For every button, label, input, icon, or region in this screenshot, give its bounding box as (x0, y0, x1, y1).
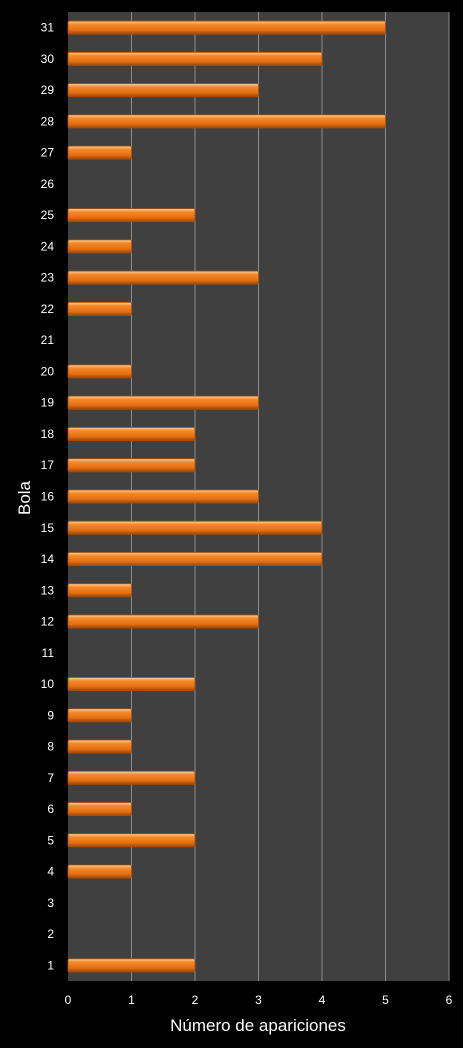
y-axis-title: Bola (15, 480, 34, 515)
y-tick-label: 25 (41, 208, 55, 222)
x-tick-label: 3 (255, 993, 262, 1007)
bar-13 (67, 583, 132, 598)
x-tick-label: 0 (65, 993, 72, 1007)
x-tick-label: 4 (319, 993, 326, 1007)
bar-31 (67, 20, 386, 35)
y-tick-label: 21 (41, 333, 55, 347)
y-tick-label: 7 (47, 771, 54, 785)
bar-20 (67, 364, 132, 379)
y-tick-label: 2 (47, 927, 54, 941)
x-tick-label: 2 (192, 993, 199, 1007)
y-tick-label: 18 (41, 427, 55, 441)
bar-29 (67, 83, 259, 98)
y-tick-label: 30 (41, 52, 55, 66)
bar-30 (67, 51, 323, 66)
y-tick-label: 16 (41, 490, 55, 504)
y-tick-label: 12 (41, 615, 55, 629)
bar-27 (67, 145, 132, 160)
y-tick-label: 23 (41, 271, 55, 285)
y-tick-label: 31 (41, 21, 55, 35)
bar-5 (67, 833, 196, 848)
bar-4 (67, 864, 132, 879)
y-tick-label: 3 (47, 896, 54, 910)
bar-23 (67, 270, 259, 285)
bar-14 (67, 552, 323, 566)
y-tick-label: 9 (47, 708, 54, 722)
bar-25 (67, 208, 196, 223)
bar-22 (67, 301, 132, 316)
y-tick-label: 13 (41, 583, 55, 597)
bar-16 (67, 489, 259, 504)
bar-28 (67, 114, 386, 129)
bar-17 (67, 458, 196, 473)
y-tick-label: 26 (41, 177, 55, 191)
y-tick-label: 19 (41, 396, 55, 410)
x-axis-title: Número de apariciones (170, 1016, 346, 1035)
y-tick-label: 10 (41, 677, 55, 691)
bar-10 (67, 677, 196, 692)
bar-19 (67, 395, 259, 410)
x-tick-label: 1 (128, 993, 135, 1007)
y-tick-label: 4 (47, 865, 54, 879)
bar-12 (67, 614, 259, 629)
y-tick-label: 8 (47, 740, 54, 754)
bars (67, 20, 386, 973)
bar-7 (67, 770, 196, 785)
y-tick-label: 6 (47, 802, 54, 816)
y-tick-label: 20 (41, 364, 55, 378)
y-tick-label: 27 (41, 146, 55, 160)
x-tick-labels: 0 1 2 3 4 5 6 (65, 993, 453, 1007)
x-tick-label: 6 (446, 993, 453, 1007)
y-tick-label: 1 (47, 958, 54, 972)
y-tick-label: 17 (41, 458, 55, 472)
y-tick-label: 28 (41, 114, 55, 128)
bar-15 (67, 520, 323, 535)
y-tick-label: 11 (42, 646, 55, 660)
bar-9 (67, 708, 132, 723)
y-tick-label: 5 (47, 833, 54, 847)
y-tick-label: 29 (41, 83, 55, 97)
bar-1 (67, 958, 196, 973)
bar-8 (67, 739, 132, 754)
bar-18 (67, 427, 196, 441)
y-tick-label: 22 (41, 302, 55, 316)
y-tick-label: 15 (41, 521, 55, 535)
x-tick-label: 5 (382, 993, 389, 1007)
y-tick-label: 24 (41, 239, 55, 253)
y-tick-labels: 1234567891011121314151617181920212223242… (41, 21, 55, 973)
bar-6 (67, 802, 132, 817)
y-tick-label: 14 (41, 552, 55, 566)
bar-24 (67, 239, 132, 254)
